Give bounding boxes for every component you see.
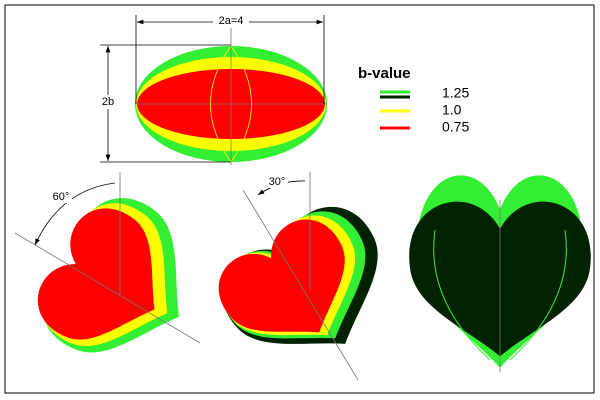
legend-label: 1.0 xyxy=(442,102,462,118)
angle-label: 60° xyxy=(53,191,70,203)
legend-title: b-value xyxy=(358,65,411,82)
heart-60 xyxy=(14,172,220,387)
legend: b-value 1.25 1.0 0.75 xyxy=(358,65,469,135)
frame xyxy=(4,4,595,394)
heart-front xyxy=(409,175,591,372)
height-label: 2b xyxy=(102,96,114,108)
heart-30 xyxy=(205,172,415,389)
legend-label: 1.25 xyxy=(442,85,469,101)
angle-label: 30° xyxy=(269,176,286,188)
ellipsoid xyxy=(135,15,327,165)
width-label: 2a=4 xyxy=(219,15,244,27)
legend-label: 0.75 xyxy=(442,119,469,135)
